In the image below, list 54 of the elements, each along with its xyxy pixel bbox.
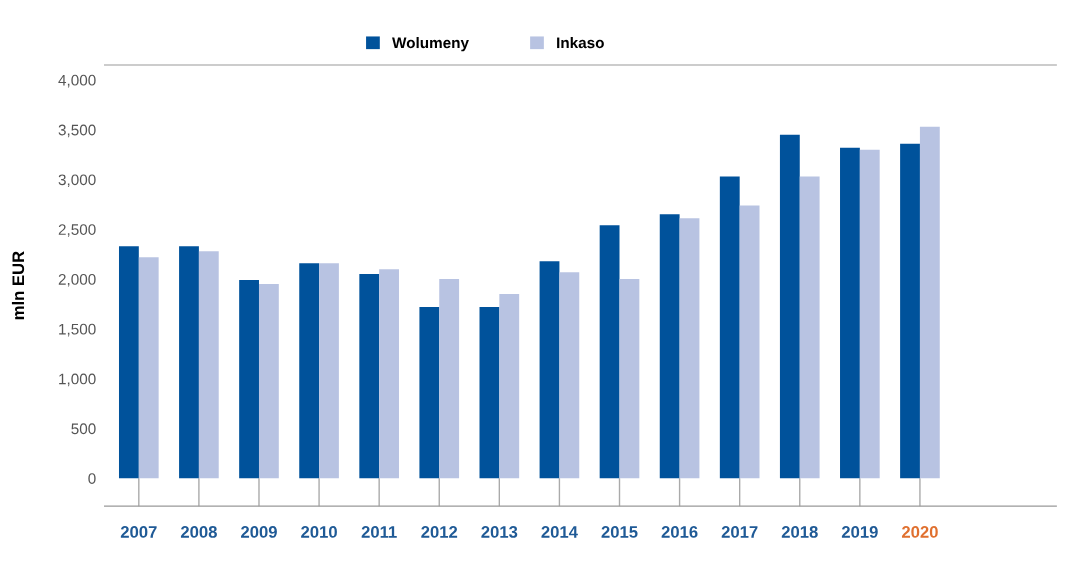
bar [840,147,860,479]
bar [239,280,259,479]
y-tick-label: 2,500 [58,224,96,237]
bar [779,134,800,479]
y-tick-label: 0 [88,473,96,484]
y-tick-label: 2,000 [58,273,96,287]
bar [799,176,820,479]
bar [319,263,339,479]
bar [559,272,580,479]
bar [539,261,560,479]
bar [619,279,640,479]
bar [659,214,680,479]
x-tick-label: 2019 [841,526,878,538]
bar [439,279,460,479]
x-tick-label: 2015 [601,526,638,538]
legend-label: Inkaso [557,36,604,49]
bar [479,306,500,479]
bar [359,274,380,479]
x-tick-label: 2007 [120,526,157,538]
bar [599,225,620,479]
x-tick-label: 2010 [301,526,337,538]
bar [679,218,700,479]
bar [919,126,940,479]
legend-label: Wolumeny [392,36,469,52]
y-tick-label: 500 [71,423,96,435]
bar [419,306,440,479]
y-tick-label: 4,000 [58,74,96,88]
bar [138,257,159,479]
bar [499,294,520,479]
x-tick-label: 2013 [481,526,518,538]
bar [198,251,219,479]
bar [719,176,740,479]
bar [118,246,139,479]
bar [258,284,279,479]
y-axis-title: mln EUR [11,251,25,320]
x-tick-label: 2011 [361,526,397,538]
bar [859,149,880,479]
bar [379,269,399,479]
x-tick-label: 2018 [781,526,818,538]
x-tick-label: 2014 [541,526,578,538]
x-tick-label: 2009 [241,526,277,538]
y-tick-label: 3,500 [58,124,96,138]
x-tick-label: 2008 [180,526,217,538]
bar [739,205,760,479]
x-tick-label: 2012 [421,526,458,538]
x-tick-label: 2016 [661,526,698,538]
y-tick-label: 1,500 [59,323,96,337]
bar [900,143,920,479]
x-tick-label: 2020 [901,526,938,538]
x-tick-label: 2017 [721,526,758,538]
y-tick-label: 1,000 [59,373,96,387]
y-tick-label: 3,000 [58,174,96,187]
bar [179,246,199,479]
bar [299,263,320,479]
